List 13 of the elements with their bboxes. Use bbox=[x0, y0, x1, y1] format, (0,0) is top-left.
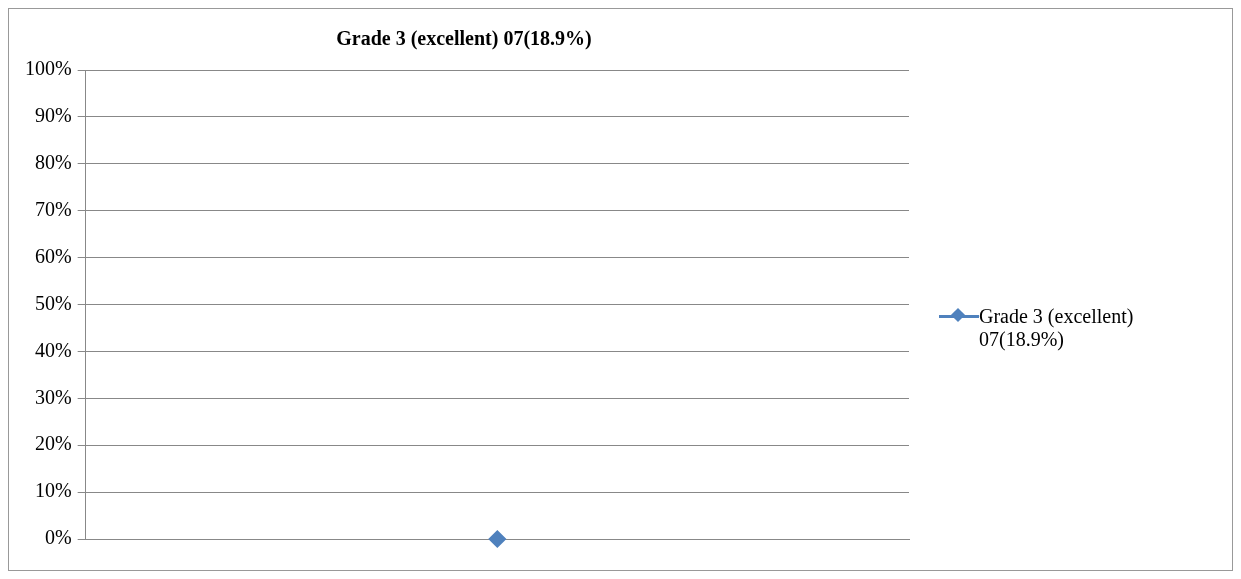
y-tick-label: 20% bbox=[34, 432, 72, 455]
y-tick-label: 70% bbox=[34, 197, 72, 220]
y-tick-label: 40% bbox=[34, 338, 72, 361]
y-tick-label: 0% bbox=[44, 526, 72, 549]
y-tick-label: 90% bbox=[34, 104, 72, 127]
y-tick-label: 50% bbox=[34, 291, 72, 314]
y-tick-label: 80% bbox=[34, 151, 72, 174]
y-tick-label: 100% bbox=[24, 57, 72, 80]
legend-label: Grade 3 (excellent) 07(18.9%) bbox=[979, 305, 1135, 351]
chart-title: Grade 3 (excellent) 07(18.9%) bbox=[336, 27, 592, 51]
y-tick-label: 10% bbox=[34, 479, 72, 502]
y-tick-label: 30% bbox=[34, 385, 72, 408]
y-tick-label: 60% bbox=[34, 244, 72, 267]
